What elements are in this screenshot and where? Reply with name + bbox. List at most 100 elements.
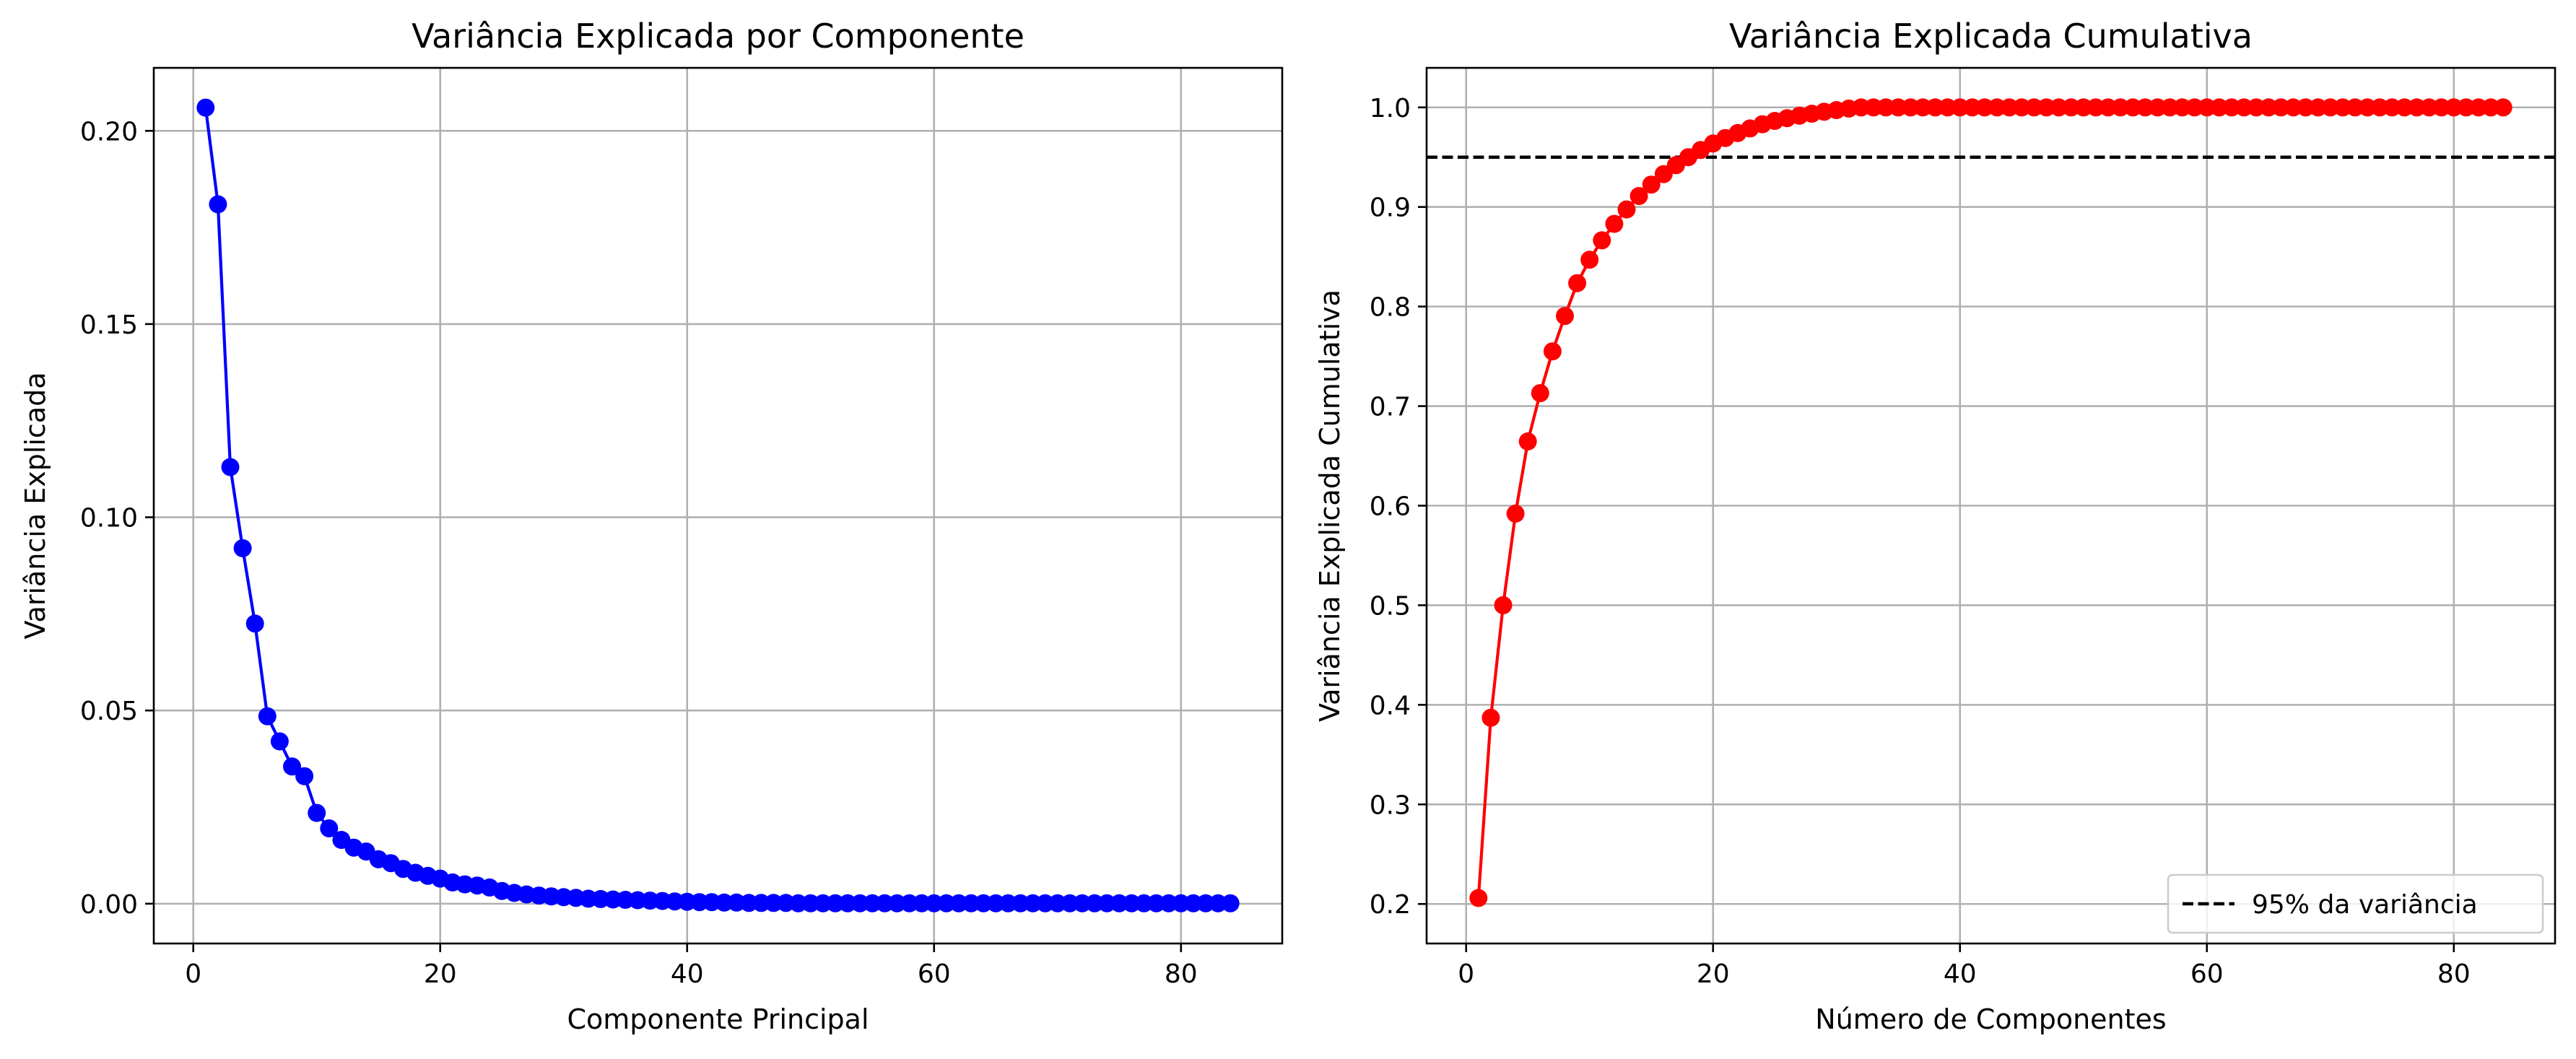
data-point: [1481, 708, 1500, 727]
data-point: [900, 894, 919, 912]
data-point: [838, 894, 857, 912]
data-point: [925, 894, 944, 912]
data-point: [2445, 98, 2463, 117]
y-tick-label: 0.10: [80, 504, 138, 533]
data-point: [1913, 98, 1932, 117]
data-point: [1926, 98, 1944, 117]
data-point: [2099, 98, 2118, 117]
data-point: [2087, 98, 2105, 117]
data-point: [1852, 98, 1871, 117]
y-tick-label: 0.5: [1370, 591, 1411, 621]
data-point: [1938, 98, 1957, 117]
data-point: [2000, 98, 2019, 117]
data-point: [801, 894, 820, 912]
data-point: [1568, 274, 1587, 292]
data-point: [1048, 894, 1067, 912]
ticks: 0 20 40 60 80 0.2 0.3 0.4 0.5 0.6 0.7 0.8 0.9 1.0: [1370, 94, 2471, 989]
y-tick-label: 0.6: [1370, 492, 1411, 522]
data-point: [1469, 889, 1488, 907]
data-point: [2185, 98, 2204, 117]
y-tick-label: 0.3: [1370, 790, 1411, 820]
data-point: [1901, 98, 1920, 117]
data-point: [1889, 98, 1907, 117]
data-point: [1085, 894, 1104, 912]
data-point: [1543, 342, 1562, 361]
x-tick-label: 0: [185, 959, 201, 989]
x-tick-label: 60: [2190, 959, 2224, 989]
ticks: 0 20 40 60 80 0.00 0.05 0.10 0.15 0.20: [80, 117, 1198, 989]
data-point: [2370, 98, 2389, 117]
data-point: [2161, 98, 2179, 117]
data-point: [1061, 894, 1079, 912]
data-point: [2247, 98, 2266, 117]
data-point: [998, 894, 1017, 912]
series-layer: [1469, 98, 2512, 907]
y-tick-label: 0.8: [1370, 293, 1411, 323]
data-point: [2395, 98, 2414, 117]
data-point: [715, 893, 734, 912]
data-point: [2259, 98, 2278, 117]
data-point: [974, 894, 993, 912]
data-point: [875, 894, 894, 912]
data-point: [1110, 894, 1128, 912]
data-point: [2235, 98, 2253, 117]
data-point: [1593, 231, 1611, 250]
data-point: [826, 894, 845, 912]
data-point: [2136, 98, 2154, 117]
legend-label: 95% da variância: [2252, 890, 2478, 920]
series-layer: [196, 98, 1240, 912]
series-line: [204, 107, 1231, 905]
data-point: [2148, 98, 2167, 117]
data-point: [986, 894, 1005, 912]
y-tick-label: 0.20: [80, 117, 138, 147]
data-point: [863, 894, 882, 912]
grid-lines: [1427, 68, 2555, 943]
data-point: [1097, 894, 1116, 912]
data-point: [2012, 98, 2031, 117]
y-tick-label: 0.7: [1370, 393, 1411, 422]
chart-title: Variância Explicada por Componente: [412, 17, 1024, 56]
data-point: [221, 458, 240, 476]
data-point: [1617, 200, 1636, 219]
data-point: [2222, 98, 2241, 117]
data-point: [1531, 384, 1549, 403]
axes-frame: [152, 66, 1284, 945]
data-point: [1147, 894, 1166, 912]
data-point: [2062, 98, 2081, 117]
data-point: [1196, 894, 1215, 912]
data-point: [739, 894, 758, 912]
x-tick-label: 20: [1697, 959, 1730, 989]
x-axis-label: Número de Componentes: [1815, 1003, 2166, 1035]
data-point: [2050, 98, 2068, 117]
data-point: [690, 893, 709, 912]
data-point: [1988, 98, 2006, 117]
data-point: [2346, 98, 2364, 117]
data-point: [2469, 98, 2488, 117]
data-point: [2024, 98, 2043, 117]
data-point: [1963, 98, 1982, 117]
data-point: [1975, 98, 1994, 117]
y-tick-label: 0.2: [1370, 890, 1411, 920]
data-point: [196, 98, 215, 117]
x-tick-label: 40: [671, 959, 704, 989]
data-point: [1135, 894, 1153, 912]
data-point: [1605, 214, 1624, 233]
data-point: [2408, 98, 2426, 117]
data-point: [2309, 98, 2328, 117]
data-point: [283, 757, 301, 776]
data-point: [2037, 98, 2055, 117]
chart-title: Variância Explicada Cumulativa: [1729, 17, 2253, 56]
legend-box: [2167, 873, 2544, 934]
data-point: [1122, 894, 1141, 912]
cumulative-variance-chart: 0 20 40 60 80 0.2 0.3 0.4 0.5 0.6 0.7 0.8 0.9 1.0 Var…: [1314, 17, 2557, 1035]
data-point: [233, 539, 252, 557]
x-tick-label: 20: [424, 959, 457, 989]
y-tick-label: 0.9: [1370, 193, 1411, 223]
data-point: [2271, 98, 2290, 117]
data-point: [1184, 894, 1203, 912]
data-point: [2111, 98, 2130, 117]
data-point: [1036, 894, 1055, 912]
data-point: [245, 614, 264, 633]
data-point: [1494, 596, 1513, 614]
